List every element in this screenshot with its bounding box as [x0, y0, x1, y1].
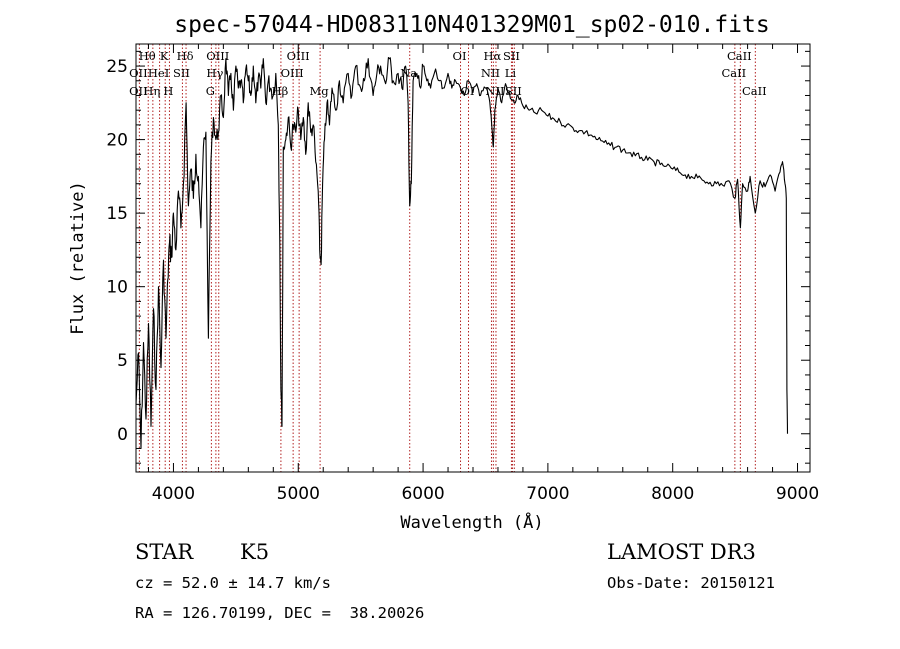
line-label: OII	[129, 84, 148, 98]
x-tick-label: 7000	[526, 484, 569, 504]
line-label: Li	[505, 66, 517, 80]
line-label: Hη	[143, 84, 160, 98]
line-label: SII	[173, 66, 190, 80]
y-tick-label: 20	[106, 131, 128, 151]
y-tick-label: 10	[106, 278, 128, 298]
x-tick-label: 6000	[401, 484, 444, 504]
line-label: H	[163, 84, 173, 98]
y-tick-label: 5	[117, 351, 128, 371]
y-axis-ticks: 0 5 10 15 20 25	[106, 50, 810, 464]
line-label: OIII	[281, 66, 304, 80]
redshift-readout: cz = 52.0 ± 14.7 km/s	[135, 574, 331, 592]
plot-frame	[135, 43, 811, 473]
x-tick-label: 9000	[776, 484, 819, 504]
line-label: Hβ	[272, 84, 289, 98]
line-label: Mg	[310, 84, 330, 98]
object-class: STAR	[135, 540, 194, 564]
line-label: Hα	[483, 49, 501, 63]
line-label: SII	[503, 49, 520, 63]
line-label: K	[160, 49, 169, 63]
x-axis-ticks: 4000 5000 6000 7000 8000 9000	[147, 44, 819, 504]
x-axis-label: Wavelength (Å)	[400, 511, 543, 533]
line-label: SII	[505, 84, 522, 98]
object-subclass: K5	[240, 540, 270, 564]
line-label: CaII	[742, 84, 767, 98]
x-tick-label: 5000	[277, 484, 320, 504]
y-tick-label: 0	[117, 425, 128, 445]
line-label: OIII	[206, 49, 229, 63]
y-axis-label: Flux (relative)	[68, 181, 88, 335]
line-label: OIII	[287, 49, 310, 63]
spectral-line-markers	[138, 44, 756, 472]
line-label: G	[206, 84, 215, 98]
line-label: CaII	[721, 66, 746, 80]
coordinates: RA = 126.70199, DEC = 38.20026	[135, 604, 425, 622]
y-tick-label: 15	[106, 204, 128, 224]
line-label: Hδ	[177, 49, 194, 63]
line-label: NII	[481, 66, 500, 80]
line-label: OII	[129, 66, 148, 80]
x-tick-label: 4000	[152, 484, 195, 504]
x-tick-label: 8000	[651, 484, 694, 504]
y-tick-label: 25	[106, 57, 128, 77]
line-label: HeI	[148, 66, 169, 80]
line-label: OI	[453, 49, 467, 63]
chart-title: spec-57044-HD083110N401329M01_sp02-010.f…	[174, 12, 769, 38]
line-label: Hγ	[206, 66, 223, 80]
spectrum-line	[135, 56, 789, 450]
survey-label: LAMOST DR3	[607, 540, 756, 564]
line-label: CaII	[727, 49, 752, 63]
line-label: Hθ	[139, 49, 156, 63]
obs-date: Obs-Date: 20150121	[607, 574, 775, 592]
